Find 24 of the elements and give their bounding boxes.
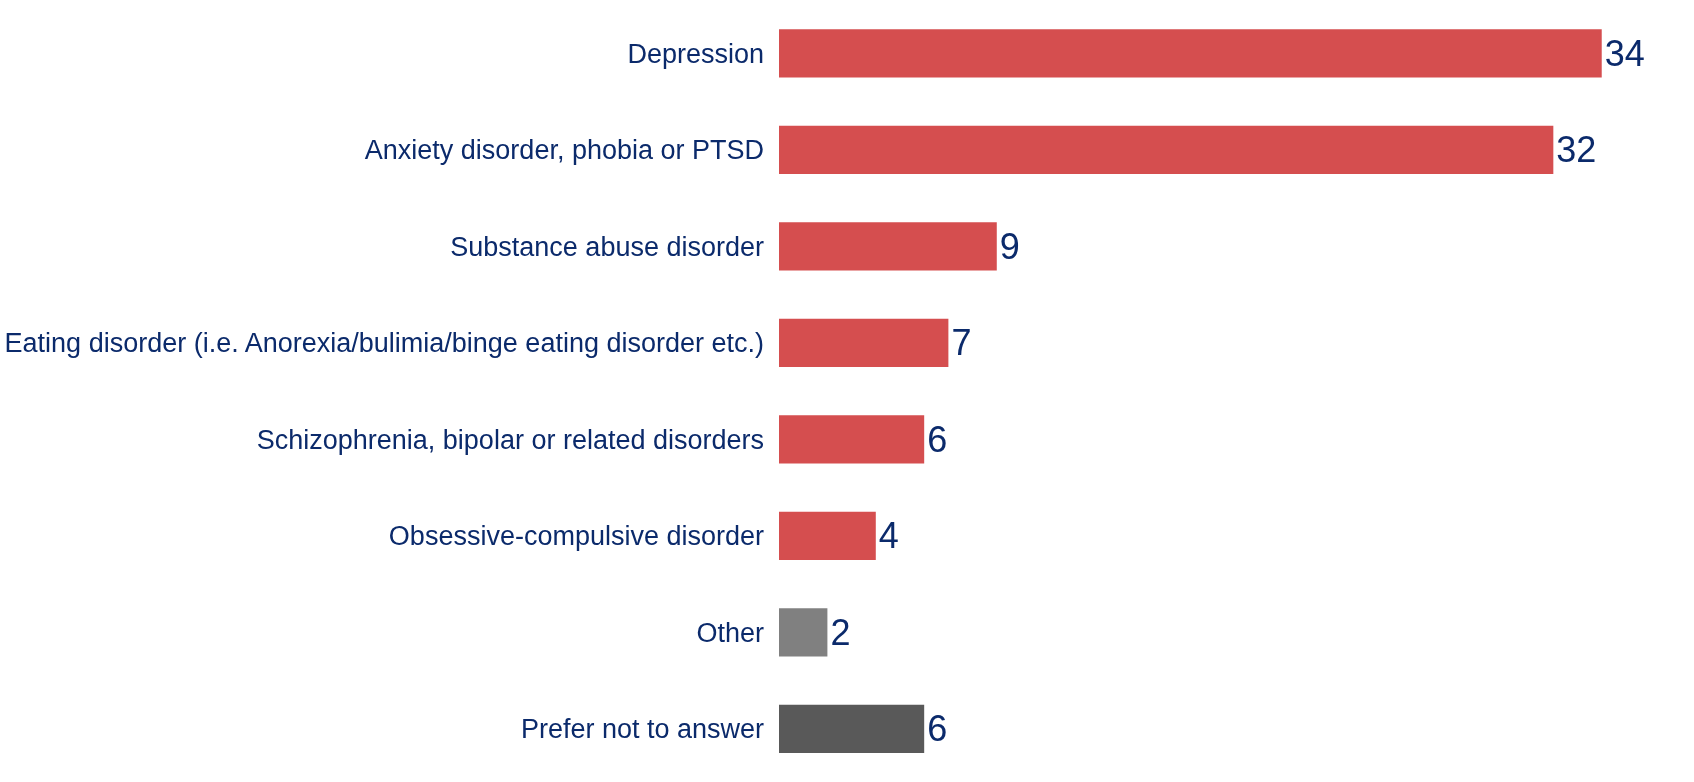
data-label: 2	[830, 611, 851, 653]
y-tick-label: Schizophrenia, bipolar or related disorders	[256, 424, 764, 455]
data-label: 6	[927, 708, 948, 750]
y-tick-label: Obsessive-compulsive disorder	[388, 521, 765, 552]
bar	[779, 318, 949, 367]
data-label: 7	[951, 322, 972, 364]
bar	[779, 704, 925, 753]
bar	[779, 222, 997, 271]
bar	[779, 415, 925, 464]
y-tick-label: Eating disorder (i.e. Anorexia/bulimia/binge eating disorder etc.)	[4, 328, 764, 359]
y-tick-label: Substance abuse disorder	[450, 231, 764, 262]
y-tick-label: Prefer not to answer	[520, 714, 764, 745]
bar	[779, 125, 1554, 174]
data-label: 32	[1556, 129, 1597, 171]
data-label: 34	[1604, 32, 1645, 74]
bar	[779, 29, 1602, 78]
y-tick-label: Anxiety disorder, phobia or PTSD	[364, 135, 764, 166]
y-tick-label: Depression	[627, 38, 764, 69]
bar	[779, 608, 828, 657]
data-label: 6	[927, 418, 948, 460]
bar	[779, 511, 876, 560]
y-tick-label: Other	[696, 617, 764, 648]
data-label: 4	[878, 515, 899, 557]
data-label: 9	[999, 225, 1020, 267]
